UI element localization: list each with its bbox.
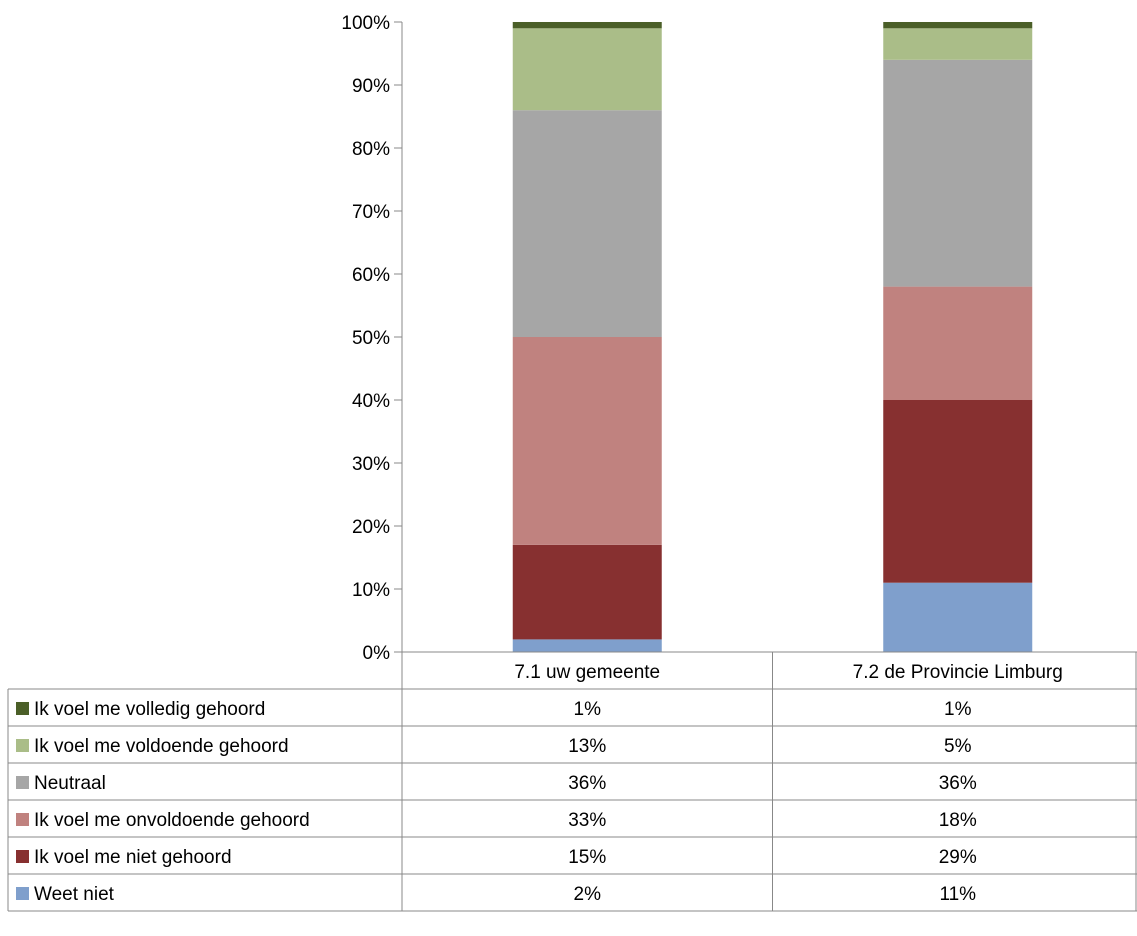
table-value: 29%: [939, 847, 977, 868]
table-value: 36%: [568, 773, 606, 794]
y-axis: 0% 10% 20% 30% 40% 50% 60% 70% 80% 90% 100%: [341, 13, 403, 664]
bars: [512, 22, 1033, 652]
bar-segment: [512, 22, 662, 29]
bar-segment: [512, 337, 662, 545]
legend-label: Ik voel me voldoende gehoord: [34, 736, 289, 757]
bar-segment: [883, 22, 1033, 29]
table-value: 36%: [939, 773, 977, 794]
table-value: 18%: [939, 810, 977, 831]
y-tick-label: 80%: [352, 139, 390, 160]
bar-segment: [883, 400, 1033, 583]
bar-segment: [883, 59, 1033, 287]
y-tick-label: 50%: [352, 328, 390, 349]
table-value: 1%: [574, 699, 602, 720]
table-value: 1%: [944, 699, 972, 720]
legend-swatch: [16, 776, 29, 789]
category-label: 7.1 uw gemeente: [514, 662, 660, 683]
category-label: 7.2 de Provincie Limburg: [853, 662, 1063, 683]
bar-segment: [883, 582, 1033, 652]
y-tick-label: 40%: [352, 391, 390, 412]
legend-swatch: [16, 887, 29, 900]
y-tick-label: 30%: [352, 454, 390, 475]
bar-segment: [512, 28, 662, 111]
legend-swatch: [16, 813, 29, 826]
legend-swatch: [16, 739, 29, 752]
bar-segment: [883, 286, 1033, 400]
legend-label: Ik voel me onvoldoende gehoord: [34, 810, 310, 831]
table-value: 2%: [574, 884, 602, 905]
table-value: 13%: [568, 736, 606, 757]
table-value: 33%: [568, 810, 606, 831]
bar-segment: [512, 544, 662, 640]
table-value: 11%: [939, 884, 976, 905]
legend-swatch: [16, 702, 29, 715]
legend-label: Ik voel me niet gehoord: [34, 847, 232, 868]
legend-swatch: [16, 850, 29, 863]
y-tick-label: 60%: [352, 265, 390, 286]
legend-label: Weet niet: [34, 884, 115, 905]
y-tick-label: 90%: [352, 76, 390, 97]
data-table: 7.1 uw gemeente 7.2 de Provincie Limburg I…: [7, 651, 1137, 912]
bar-segment: [512, 639, 662, 652]
table-value: 15%: [568, 847, 606, 868]
bar-segment: [883, 28, 1033, 60]
bar-segment: [512, 110, 662, 337]
y-tick-label: 70%: [352, 202, 390, 223]
y-tick-label: 100%: [341, 13, 390, 34]
legend-label: Neutraal: [34, 773, 106, 794]
legend-label: Ik voel me volledig gehoord: [34, 699, 265, 720]
y-tick-label: 0%: [363, 643, 391, 664]
y-tick-label: 10%: [352, 580, 390, 601]
y-tick-label: 20%: [352, 517, 390, 538]
table-value: 5%: [944, 736, 972, 757]
